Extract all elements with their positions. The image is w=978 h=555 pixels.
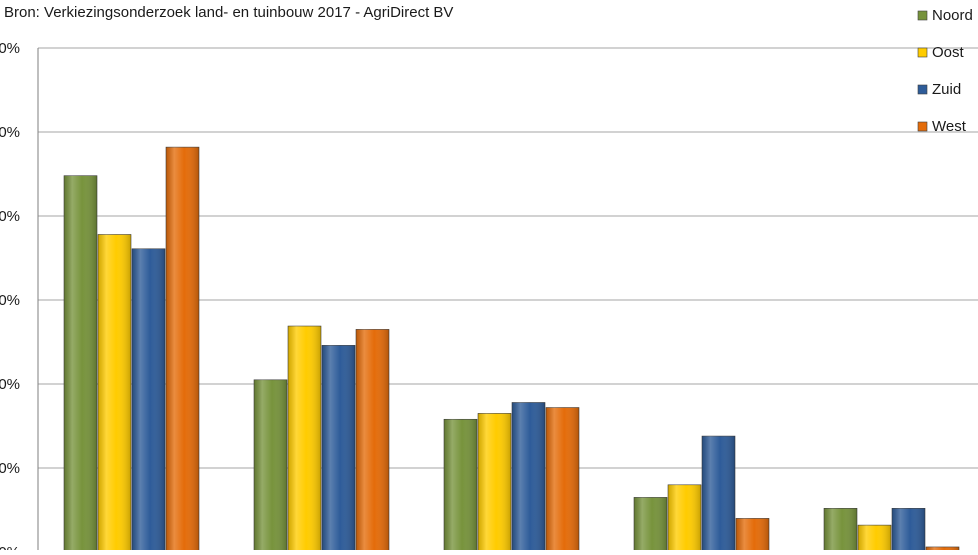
legend-swatch xyxy=(917,121,928,132)
bar-noord xyxy=(443,418,478,553)
legend-item-oost: Oost xyxy=(917,44,965,61)
bar-zuid xyxy=(131,248,166,553)
legend: Noord Oost Zuid West xyxy=(917,7,973,135)
bar-shading xyxy=(546,407,579,552)
source-note: Bron: Verkiezingsonderzoek land- en tuin… xyxy=(4,4,453,21)
y-tick-label: 0% xyxy=(0,292,20,309)
bar-noord xyxy=(823,508,858,553)
legend-swatch xyxy=(917,84,928,95)
bar-shading xyxy=(64,175,97,552)
bar-shading xyxy=(132,248,165,552)
legend-item-west: West xyxy=(917,118,967,135)
bar-shading xyxy=(166,147,199,552)
bar-noord xyxy=(253,379,288,553)
legend-item-zuid: Zuid xyxy=(917,81,961,98)
bar-zuid xyxy=(891,508,926,553)
legend-label: West xyxy=(932,118,967,135)
bar-layer xyxy=(63,146,960,553)
bar-zuid xyxy=(321,345,356,553)
bar-noord xyxy=(63,175,98,553)
bar-shading xyxy=(736,518,769,552)
legend-label: Noord xyxy=(932,7,973,24)
y-tick-label: 0% xyxy=(0,208,20,225)
bar-shading xyxy=(892,508,925,552)
legend-item-noord: Noord xyxy=(917,7,973,24)
legend-swatch xyxy=(917,47,928,58)
bar-shading xyxy=(634,497,667,552)
bar-oost xyxy=(287,325,322,553)
bar-west xyxy=(735,518,770,553)
bar-shading xyxy=(824,508,857,552)
bar-west xyxy=(165,146,200,553)
bar-west xyxy=(355,329,390,553)
bar-shading xyxy=(512,402,545,552)
bar-oost xyxy=(97,234,132,553)
legend-swatch xyxy=(917,10,928,21)
bar-shading xyxy=(322,345,355,552)
bar-west xyxy=(545,407,580,553)
bar-shading xyxy=(444,419,477,552)
y-tick-label: 0% xyxy=(0,460,20,477)
bar-oost xyxy=(857,524,892,553)
bar-shading xyxy=(356,329,389,552)
y-tick-label: 0% xyxy=(0,544,20,550)
bar-oost xyxy=(477,413,512,553)
bar-shading xyxy=(668,484,701,552)
bar-shading xyxy=(98,234,131,553)
bar-noord xyxy=(633,497,668,553)
bar-zuid xyxy=(511,402,546,553)
y-tick-label: 0% xyxy=(0,40,20,57)
bar-shading xyxy=(858,525,891,552)
bar-shading xyxy=(926,546,959,552)
legend-label: Oost xyxy=(932,44,965,61)
legend-label: Zuid xyxy=(932,81,961,98)
bar-zuid xyxy=(701,435,736,553)
bar-shading xyxy=(288,326,321,552)
bar-oost xyxy=(667,484,702,553)
bar-shading xyxy=(478,413,511,552)
bar-shading xyxy=(702,436,735,552)
y-tick-label: 0% xyxy=(0,376,20,393)
y-tick-label: 0% xyxy=(0,124,20,141)
y-axis: 0% 0% 0% 0% 0% 0% 0% xyxy=(0,40,39,555)
bar-shading xyxy=(254,379,287,552)
